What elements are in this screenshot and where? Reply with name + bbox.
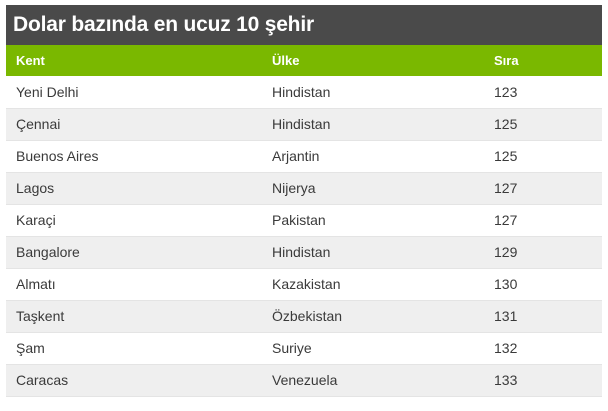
city-cell: Çennai — [16, 116, 61, 132]
column-header-country: Ülke — [272, 53, 300, 68]
rank-cell: 129 — [494, 244, 518, 260]
table-row: Çennai Hindistan 125 — [6, 108, 602, 140]
table-card: Dolar bazında en ucuz 10 şehir Kent Ülke… — [6, 5, 602, 403]
city-cell: Yeni Delhi — [16, 83, 79, 100]
table-title: Dolar bazında en ucuz 10 şehir — [6, 5, 602, 45]
country-cell: Venezuela — [272, 372, 338, 388]
country-cell: Suriye — [272, 340, 312, 356]
rank-cell: 127 — [494, 180, 518, 196]
table-body: Yeni Delhi Hindistan 123 Çennai Hindista… — [6, 76, 602, 396]
rank-cell: 131 — [494, 308, 518, 324]
city-cell: Almatı — [16, 276, 56, 292]
country-cell: Hindistan — [272, 83, 331, 100]
country-cell: Hindistan — [272, 116, 331, 132]
table-row: Caracas Venezuela 133 — [6, 364, 602, 396]
rank-cell: 130 — [494, 276, 518, 292]
city-cell: Şam — [16, 340, 45, 356]
table-row: Yeni Delhi Hindistan 123 — [6, 76, 602, 108]
city-cell: Taşkent — [16, 308, 65, 324]
country-cell: Kazakistan — [272, 276, 341, 292]
rank-cell: 123 — [494, 83, 518, 100]
table-row: Buenos Aires Arjantin 125 — [6, 140, 602, 172]
column-header-city: Kent — [16, 53, 45, 68]
table-row: Şam Suriye 132 — [6, 332, 602, 364]
city-cell: Buenos Aires — [16, 148, 99, 164]
city-cell: Lagos — [16, 180, 55, 196]
country-cell: Özbekistan — [272, 308, 343, 324]
table-row: Taşkent Özbekistan 131 — [6, 300, 602, 332]
table-row: Almatı Kazakistan 130 — [6, 268, 602, 300]
table-row: Bangalore Hindistan 129 — [6, 236, 602, 268]
city-cell: Bangalore — [16, 244, 80, 260]
table-row: Lagos Nijerya 127 — [6, 172, 602, 204]
table-header: Kent Ülke Sıra — [6, 45, 602, 76]
country-cell: Hindistan — [272, 244, 331, 260]
city-cell: Caracas — [16, 372, 69, 388]
country-cell: Pakistan — [272, 212, 326, 228]
rank-cell: 132 — [494, 340, 518, 356]
cities-table: Kent Ülke Sıra Yeni Delhi Hindistan 123 … — [6, 45, 602, 397]
header-row: Kent Ülke Sıra — [6, 45, 602, 76]
table-row: Karaçi Pakistan 127 — [6, 204, 602, 236]
country-cell: Nijerya — [272, 180, 316, 196]
country-cell: Arjantin — [272, 148, 320, 164]
city-cell: Karaçi — [16, 212, 56, 228]
rank-cell: 133 — [494, 372, 518, 388]
rank-cell: 125 — [494, 116, 518, 132]
rank-cell: 127 — [494, 212, 518, 228]
rank-cell: 125 — [494, 148, 518, 164]
column-header-rank: Sıra — [494, 53, 519, 68]
